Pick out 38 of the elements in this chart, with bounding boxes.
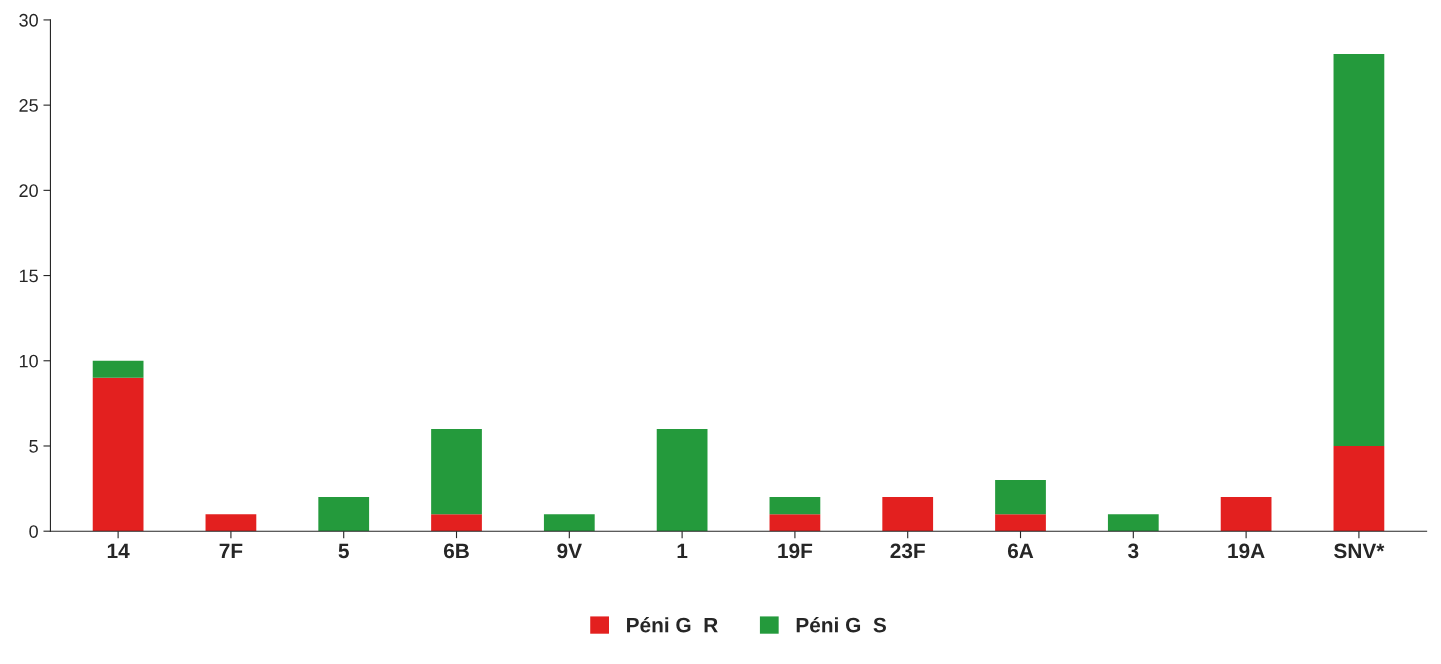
y-tick-label: 15 [19,269,38,283]
y-tick-label: 5 [29,440,38,453]
x-tick-label: 5 [338,543,349,559]
legend-label: Péni G R [627,616,718,633]
y-tick-label: 25 [19,99,38,112]
bar [431,514,482,532]
x-tick-label: 23F [890,543,925,559]
bar [656,428,708,532]
x-tick-label: 3 [1128,543,1139,559]
bar [1333,445,1385,532]
legend-label: Péni G S [796,616,886,633]
y-tick-label: 20 [19,184,38,198]
bar [92,360,144,378]
x-tick-label: 6B [443,543,469,559]
x-tick-label: 9V [557,543,582,559]
bar [995,480,1046,515]
x-tick-label: 19A [1228,543,1265,559]
x-tick-label: 1 [677,543,688,559]
bar [1220,497,1272,532]
bar [431,428,482,515]
bar [1333,54,1385,446]
y-tick-label: 30 [19,13,38,27]
bar [318,497,370,532]
x-tick-label: 6A [1007,543,1034,559]
bar [205,514,257,532]
y-tick-label: 0 [29,525,38,538]
x-tick-label: 14 [107,543,130,559]
bar [92,377,144,532]
x-tick-label: 7F [219,543,243,559]
bar [1107,514,1159,532]
bar [769,497,821,515]
bar [769,514,821,532]
x-tick-label: 19F [778,543,813,559]
y-tick-label: 10 [19,354,38,368]
x-tick-label: SNV* [1334,543,1385,559]
bar [882,497,934,532]
bar [543,514,595,532]
bar [995,514,1046,532]
